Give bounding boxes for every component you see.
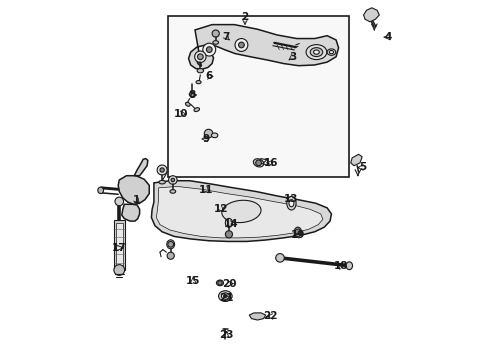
Ellipse shape xyxy=(167,240,174,249)
Circle shape xyxy=(239,42,245,48)
Circle shape xyxy=(235,39,248,51)
Text: 15: 15 xyxy=(186,276,200,286)
Text: 4: 4 xyxy=(384,32,392,42)
Polygon shape xyxy=(134,158,148,176)
Text: 21: 21 xyxy=(219,293,234,303)
Ellipse shape xyxy=(189,92,195,96)
Text: 1: 1 xyxy=(132,195,140,204)
Circle shape xyxy=(114,265,124,275)
Text: 20: 20 xyxy=(221,279,236,289)
Circle shape xyxy=(115,197,123,206)
Ellipse shape xyxy=(217,280,223,286)
Ellipse shape xyxy=(294,227,301,237)
Polygon shape xyxy=(364,8,379,22)
Ellipse shape xyxy=(221,293,229,299)
Ellipse shape xyxy=(289,200,294,207)
Text: 22: 22 xyxy=(264,311,278,321)
Text: 13: 13 xyxy=(284,194,298,203)
Polygon shape xyxy=(156,186,323,238)
Polygon shape xyxy=(122,204,140,221)
Ellipse shape xyxy=(196,81,201,84)
Text: 12: 12 xyxy=(214,203,228,213)
Bar xyxy=(114,220,125,270)
Ellipse shape xyxy=(211,133,218,138)
Text: 5: 5 xyxy=(359,162,367,172)
Ellipse shape xyxy=(213,41,219,44)
Ellipse shape xyxy=(223,295,227,297)
Circle shape xyxy=(171,178,174,182)
Circle shape xyxy=(167,252,174,259)
Bar xyxy=(116,222,123,267)
Ellipse shape xyxy=(327,49,336,55)
Polygon shape xyxy=(189,24,339,69)
Text: 14: 14 xyxy=(224,219,239,229)
Circle shape xyxy=(218,281,222,285)
Ellipse shape xyxy=(186,102,190,106)
Text: 11: 11 xyxy=(199,185,214,195)
Ellipse shape xyxy=(314,50,319,54)
Text: 6: 6 xyxy=(205,71,212,81)
Circle shape xyxy=(256,160,262,166)
Circle shape xyxy=(197,54,203,60)
Circle shape xyxy=(206,47,212,53)
Circle shape xyxy=(169,176,177,184)
Text: 7: 7 xyxy=(223,32,230,42)
Circle shape xyxy=(160,168,164,172)
Bar xyxy=(168,16,348,177)
Ellipse shape xyxy=(225,219,232,227)
Ellipse shape xyxy=(219,291,232,301)
Ellipse shape xyxy=(310,48,323,57)
Polygon shape xyxy=(118,176,149,204)
Text: 3: 3 xyxy=(290,52,297,62)
Polygon shape xyxy=(151,181,331,242)
Circle shape xyxy=(295,229,301,235)
Ellipse shape xyxy=(197,68,203,73)
Ellipse shape xyxy=(194,108,199,112)
Text: 19: 19 xyxy=(291,230,305,240)
Text: 16: 16 xyxy=(264,158,278,168)
Ellipse shape xyxy=(222,200,261,222)
Text: 17: 17 xyxy=(112,243,126,253)
Ellipse shape xyxy=(98,187,103,194)
Text: 23: 23 xyxy=(219,330,234,341)
Circle shape xyxy=(225,231,232,238)
Text: 8: 8 xyxy=(189,90,196,100)
Circle shape xyxy=(157,165,167,175)
Polygon shape xyxy=(249,313,266,320)
Circle shape xyxy=(168,242,173,247)
Circle shape xyxy=(195,51,206,63)
Circle shape xyxy=(204,129,213,138)
Ellipse shape xyxy=(306,45,327,60)
Circle shape xyxy=(276,253,284,262)
Circle shape xyxy=(203,43,216,56)
Text: 9: 9 xyxy=(203,134,210,144)
Circle shape xyxy=(212,30,220,37)
Polygon shape xyxy=(351,154,362,166)
Ellipse shape xyxy=(253,159,264,167)
Ellipse shape xyxy=(159,180,165,184)
Ellipse shape xyxy=(287,197,296,210)
Ellipse shape xyxy=(170,190,176,193)
Ellipse shape xyxy=(346,262,352,270)
Text: 10: 10 xyxy=(174,109,189,119)
Ellipse shape xyxy=(329,50,334,54)
Text: 18: 18 xyxy=(334,261,348,271)
Text: 2: 2 xyxy=(242,13,248,22)
